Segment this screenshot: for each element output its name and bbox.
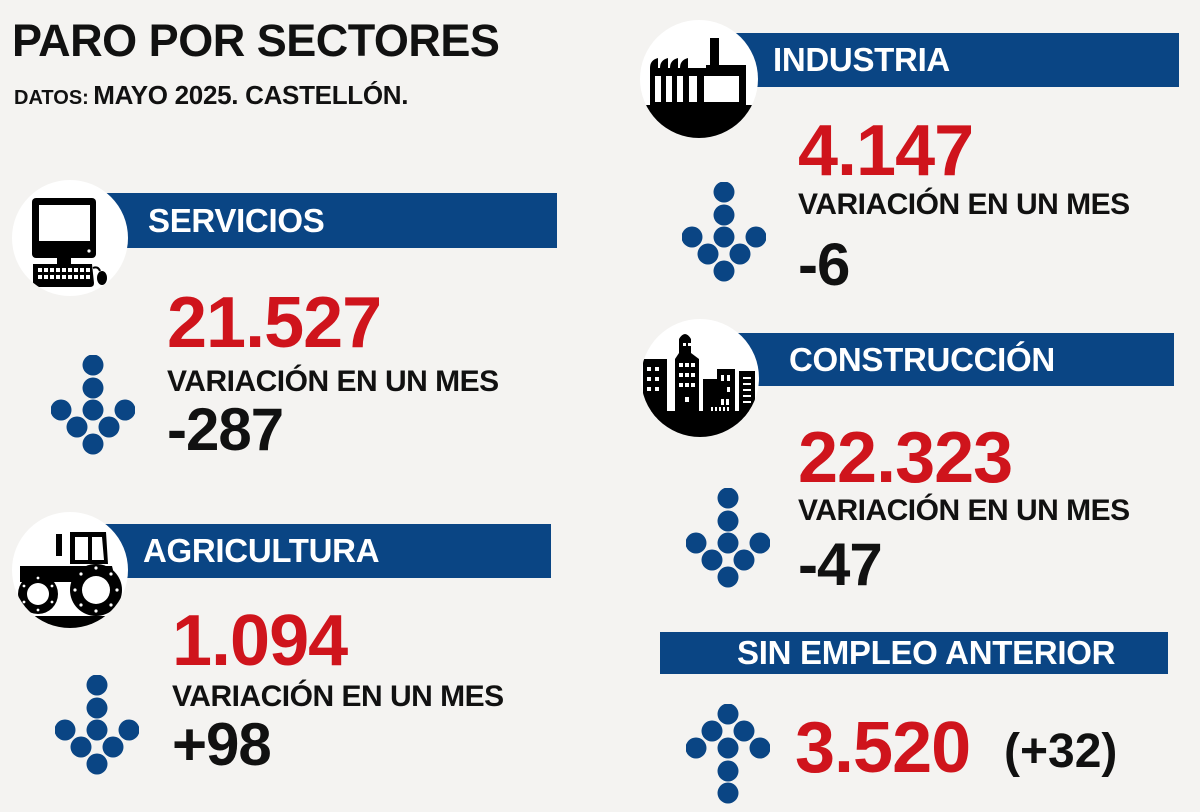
sector-title: SERVICIOS [148,201,325,239]
tractor-icon [12,512,128,628]
down-arrow-icon [51,355,135,455]
variation-value: +98 [172,711,272,778]
up-arrow-icon [686,704,770,804]
sector-title: CONSTRUCCIÓN [789,340,1055,378]
sector-header-bar: CONSTRUCCIÓN [735,333,1174,386]
sector-total: 1.094 [172,601,348,681]
down-arrow-icon [682,182,766,282]
sector-title: AGRICULTURA [143,532,380,569]
sector-title: SIN EMPLEO ANTERIOR [737,634,1116,671]
computer-icon [12,180,128,296]
sector-total: 21.527 [167,283,382,363]
variation-value: -6 [798,231,850,298]
sector-total: 22.323 [798,418,1013,498]
sector-title: INDUSTRIA [773,41,950,78]
variation-label: VARIACIÓN EN UN MES [172,680,504,713]
subtitle-label: DATOS: [14,87,89,109]
variation-label: VARIACIÓN EN UN MES [798,494,1130,527]
sector-header-bar: SIN EMPLEO ANTERIOR [660,632,1168,674]
variation-label: VARIACIÓN EN UN MES [798,188,1130,221]
factory-icon [640,20,758,138]
sector-header-bar: INDUSTRIA [735,33,1179,87]
sector-header-bar: AGRICULTURA [105,524,551,578]
city-buildings-icon [641,319,759,437]
down-arrow-icon [55,675,139,775]
subtitle-value: MAYO 2025. CASTELLÓN. [93,80,409,110]
variation-label: VARIACIÓN EN UN MES [167,365,499,398]
sector-header-bar: SERVICIOS [105,193,557,248]
variation-value: -287 [167,396,284,463]
page-title: PARO POR SECTORES [12,15,500,66]
sector-total: 3.520 [795,708,971,788]
page-subtitle: DATOS: MAYO 2025. CASTELLÓN. [14,80,409,115]
sector-total: 4.147 [798,111,974,191]
variation-value: (+32) [1004,725,1118,778]
down-arrow-icon [686,488,770,588]
variation-value: -47 [798,531,883,598]
